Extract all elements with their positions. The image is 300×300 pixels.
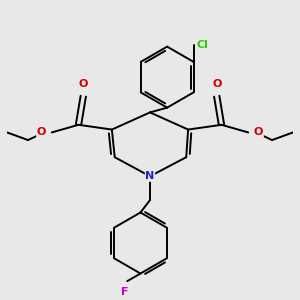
Text: F: F [121, 287, 128, 297]
Text: Cl: Cl [196, 40, 208, 50]
Text: O: O [37, 128, 46, 137]
Text: O: O [79, 79, 88, 88]
Text: O: O [254, 128, 263, 137]
Text: N: N [146, 171, 154, 181]
Text: O: O [212, 79, 221, 88]
